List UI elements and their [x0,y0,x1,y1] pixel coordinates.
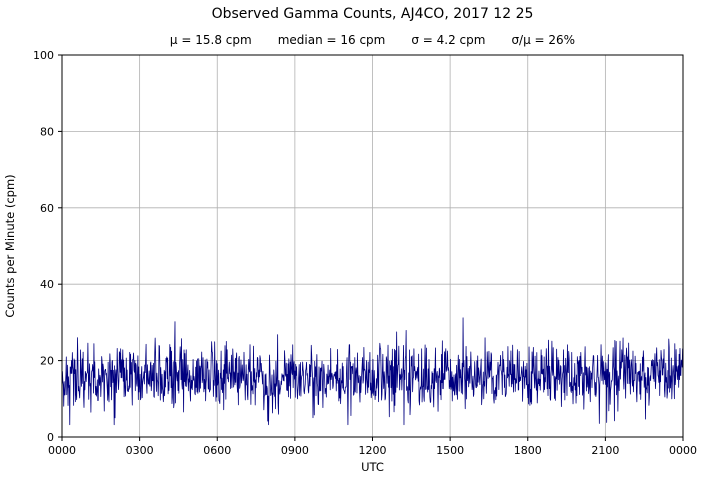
x-tick-label: 2100 [591,444,619,457]
x-tick-label: 0000 [48,444,76,457]
chart-title: Observed Gamma Counts, AJ4CO, 2017 12 25 [211,6,534,22]
y-tick-label: 100 [33,49,54,62]
stat-median: median = 16 cpm [277,33,386,47]
tick-marks [58,54,684,441]
stat-sigma-over-mu: σ/μ = 26% [511,33,576,47]
x-tick-label: 1200 [359,444,387,457]
x-tick-label: 1500 [436,444,464,457]
y-tick-label: 60 [40,202,54,215]
x-axis-label: UTC [361,460,384,474]
y-axis-label: Counts per Minute (cpm) [3,174,17,317]
x-tick-label: 0000 [669,444,697,457]
y-tick-label: 0 [47,431,54,444]
data-line [61,317,684,426]
chart-subtitle: μ = 15.8 cpm median = 16 cpm σ = 4.2 cpm… [62,33,683,47]
stat-mean: μ = 15.8 cpm [169,33,252,47]
x-tick-label: 0300 [126,444,154,457]
x-tick-label: 1800 [514,444,542,457]
x-tick-label: 0600 [203,444,231,457]
stat-sigma: σ = 4.2 cpm [411,33,486,47]
y-tick-label: 40 [40,278,54,291]
y-tick-label: 20 [40,355,54,368]
x-tick-label: 0900 [281,444,309,457]
tick-labels: 0 20 40 60 80 100 0000 0300 0600 0900 1200 1500 1800… [33,49,697,457]
y-tick-label: 80 [40,125,54,138]
